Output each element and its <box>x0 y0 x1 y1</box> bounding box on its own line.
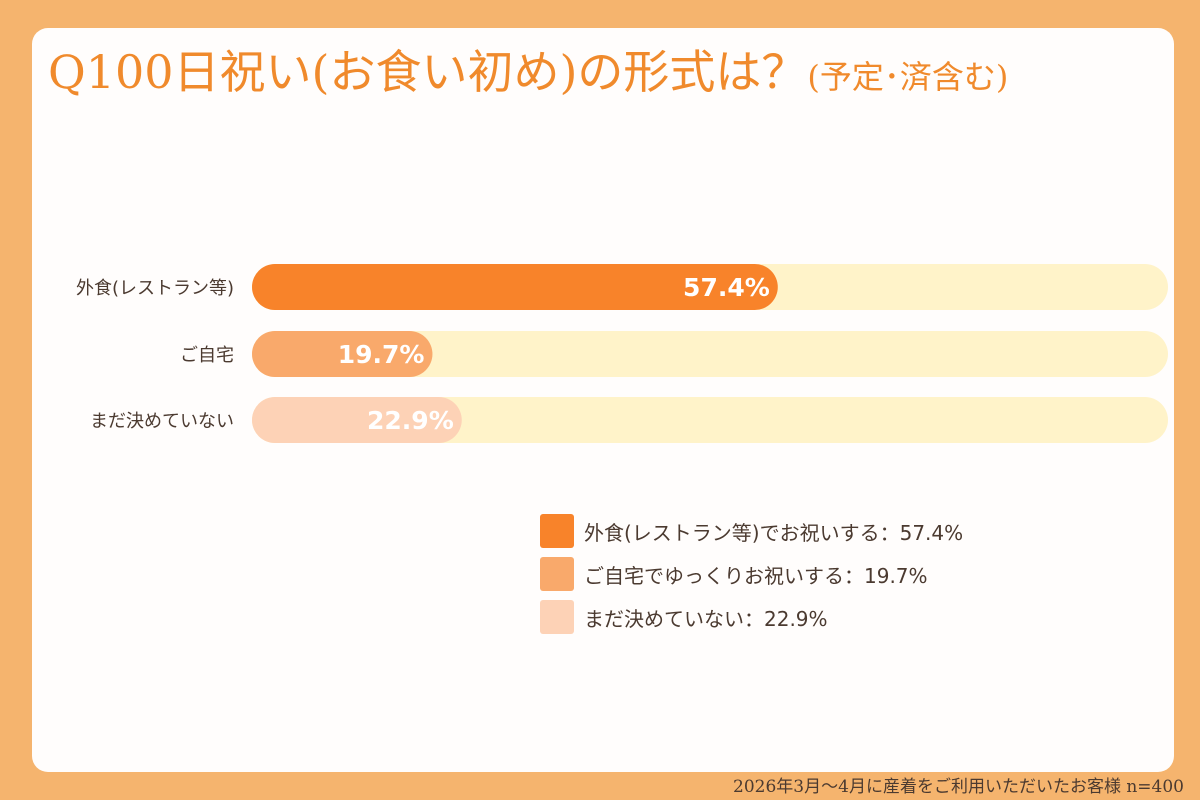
category-label-home: ご自宅 <box>180 345 234 366</box>
bar-value-label-eating-out: 57.4% <box>683 273 770 302</box>
bar-eating-out <box>252 264 778 310</box>
legend-item-eating-out: 外食(レストラン等)でお祝いする：57.4% <box>540 514 963 548</box>
bar-value-label-undecided: 22.9% <box>367 406 454 435</box>
category-label-eating-out: 外食(レストラン等) <box>76 278 234 299</box>
category-label-undecided: まだ決めていない <box>90 411 234 432</box>
legend-swatch-undecided <box>540 600 574 634</box>
bar-home <box>252 331 433 377</box>
bar-undecided <box>252 397 462 443</box>
chart-title-sub: (予定･済含む) <box>807 58 1009 96</box>
legend-item-undecided: まだ決めていない：22.9% <box>540 600 963 634</box>
legend-swatch-eating-out <box>540 514 574 548</box>
survey-footnote: 2026年3月～4月に産着をご利用いただいたお客様 n=400 <box>733 777 1184 797</box>
chart-legend: 外食(レストラン等)でお祝いする：57.4% ご自宅でゆっくりお祝いする：19.… <box>540 514 963 643</box>
legend-label-eating-out: 外食(レストラン等)でお祝いする：57.4% <box>584 520 964 545</box>
bar-value-label-home: 19.7% <box>338 340 425 369</box>
bar-track-undecided <box>252 397 1168 443</box>
legend-label-undecided: まだ決めていない：22.9% <box>584 606 828 631</box>
chart-title: Q100日祝い(お食い初め)の形式は？(予定･済含む) <box>48 40 1008 109</box>
legend-item-home: ご自宅でゆっくりお祝いする：19.7% <box>540 557 963 591</box>
legend-label-home: ご自宅でゆっくりお祝いする：19.7% <box>584 563 928 588</box>
bar-track-home <box>252 331 1168 377</box>
legend-swatch-home <box>540 557 574 591</box>
chart-title-main: Q100日祝い(お食い初め)の形式は？ <box>48 45 808 99</box>
